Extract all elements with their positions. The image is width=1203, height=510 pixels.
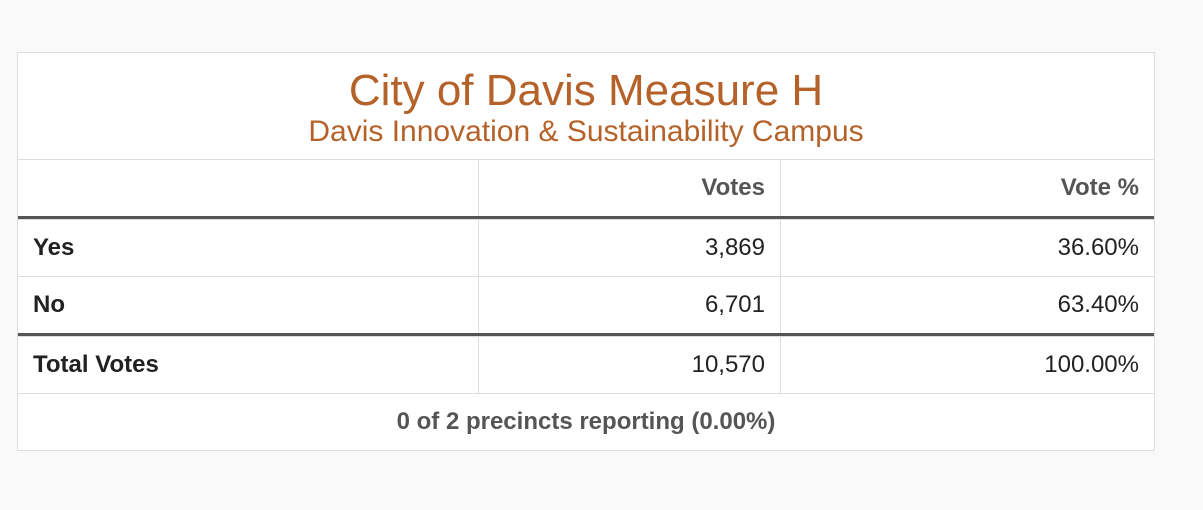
cell: 36.60%: [1057, 234, 1139, 261]
header-cell: Votes: [479, 160, 781, 216]
cell: No: [18, 277, 479, 333]
cell: Total Votes: [18, 337, 479, 393]
body-rows: Yes 3,869 36.60% No 6,701 63.40%: [18, 219, 1154, 336]
body-row: No 6,701 63.40%: [18, 276, 1154, 336]
cell: 100.00%: [1044, 351, 1139, 378]
footer: 0 of 2 precincts reporting (0.00%): [18, 393, 1154, 450]
results-table: City of Davis Measure H Davis Innovation…: [17, 52, 1155, 451]
title: City of Davis Measure H: [348, 66, 824, 115]
header-row: Votes Vote %: [18, 159, 1154, 219]
subtitle: Davis Innovation & Sustainability Campus: [308, 115, 864, 148]
cell: 10,570: [479, 337, 781, 393]
header-cell: [18, 160, 479, 216]
header-cell: Vote %: [1060, 174, 1139, 201]
cell: 63.40%: [1057, 291, 1139, 318]
cell: 6,701: [479, 277, 781, 333]
total-row: Total Votes 10,570 100.00%: [18, 336, 1154, 393]
cell: Yes: [18, 220, 479, 276]
cell: 3,869: [479, 220, 781, 276]
body-row: Yes 3,869 36.60%: [18, 219, 1154, 276]
